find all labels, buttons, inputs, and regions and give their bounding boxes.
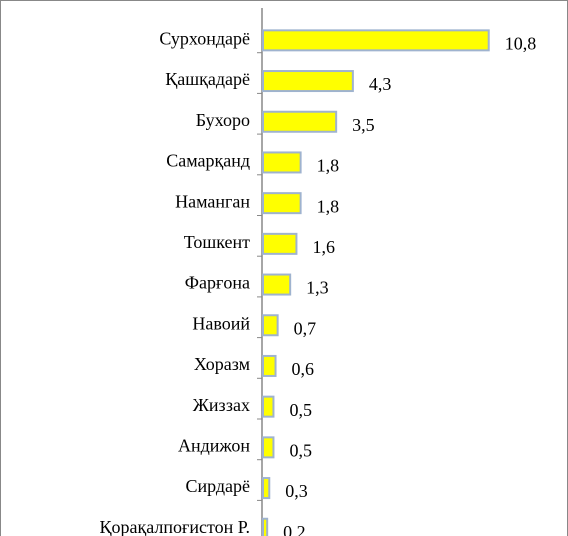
- value-label: 1,6: [312, 237, 335, 257]
- bar: [262, 354, 277, 377]
- bar: [262, 314, 279, 337]
- value-label: 4,3: [369, 74, 392, 94]
- value-label: 1,3: [306, 278, 329, 298]
- bar: [262, 29, 490, 52]
- category-label: Тошкент: [184, 232, 250, 252]
- category-label: Қашқадарё: [165, 69, 250, 89]
- value-label: 0,3: [285, 481, 308, 501]
- bar: [262, 477, 271, 500]
- category-label: Андижон: [178, 435, 250, 455]
- bar: [262, 232, 298, 255]
- category-label: Жиззах: [193, 395, 250, 415]
- value-label: 10,8: [505, 33, 536, 53]
- category-label: Бухоро: [196, 110, 250, 130]
- category-label: Қорақалпоғистон Р.: [99, 517, 250, 536]
- value-label: 0,5: [289, 400, 312, 420]
- value-label: 0,6: [292, 359, 315, 379]
- value-label: 1,8: [317, 156, 340, 176]
- category-label: Фарғона: [185, 273, 250, 293]
- bar: [262, 517, 269, 536]
- value-label: 3,5: [352, 115, 375, 135]
- value-label: 1,8: [317, 196, 340, 216]
- bar: [262, 151, 302, 174]
- category-label: Навоий: [192, 313, 250, 333]
- category-label: Самарқанд: [166, 151, 250, 171]
- bar: [262, 70, 354, 93]
- bar: [262, 395, 275, 418]
- value-label: 0,2: [283, 522, 306, 536]
- value-label: 0,5: [289, 440, 312, 460]
- category-label: Сурхондарё: [159, 28, 250, 48]
- value-label: 0,7: [294, 318, 317, 338]
- bar: [262, 436, 275, 459]
- category-label: Наманган: [175, 191, 250, 211]
- category-label: Сирдарё: [185, 476, 250, 496]
- category-label: Хоразм: [194, 354, 250, 374]
- bar: [262, 192, 302, 215]
- bar: [262, 110, 338, 133]
- bar: [262, 273, 292, 296]
